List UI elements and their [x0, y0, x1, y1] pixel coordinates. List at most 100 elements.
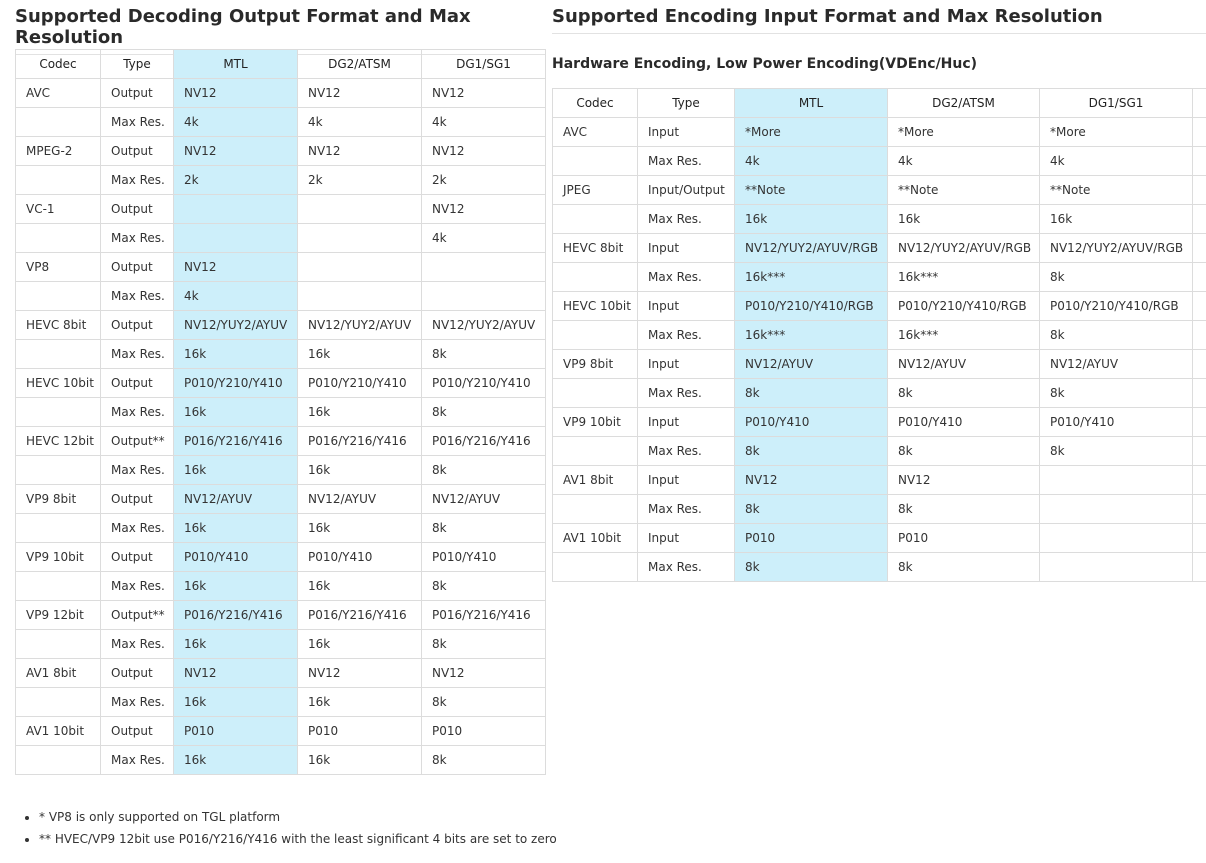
cell — [297, 194, 422, 224]
header-row: Codec Type MTL DG2/ATSM DG1/SG1 — [552, 88, 1206, 118]
cell: NV12 — [421, 78, 546, 108]
cell: Input — [637, 407, 735, 437]
encode-subtitle: Hardware Encoding, Low Power Encoding(VD… — [552, 56, 978, 72]
cell: NV12/AYUV — [173, 484, 298, 514]
cell: NV12 — [173, 136, 298, 166]
cell: 8k — [421, 687, 546, 717]
row: Max Res. 8k 8k 8k — [552, 436, 1206, 466]
row: VP9 12bit Output** P016/Y216/Y416 P016/Y216… — [15, 600, 546, 630]
cell — [1039, 494, 1193, 524]
row: Max Res. 16k 16k 16k — [552, 204, 1206, 234]
cell: NV12 — [421, 194, 546, 224]
cell: VP9 10bit — [15, 542, 101, 572]
note: ** HVEC/VP9 12bit use P016/Y216/Y416 wit… — [39, 828, 557, 850]
cell: Max Res. — [100, 687, 174, 717]
header-cell: MTL — [173, 49, 298, 79]
cell: 16k — [173, 397, 298, 427]
cell: HEVC 8bit — [15, 310, 101, 340]
cell — [1192, 204, 1206, 234]
cell: P010 — [173, 716, 298, 746]
cell: HEVC 10bit — [552, 291, 638, 321]
cell: P010/Y210/Y410/RGB — [1039, 291, 1193, 321]
cell: 4k — [1039, 146, 1193, 176]
cell: Max Res. — [100, 513, 174, 543]
cell: 16k — [173, 455, 298, 485]
cell: Output — [100, 658, 174, 688]
cell — [1192, 494, 1206, 524]
cell: AV1 8bit — [552, 465, 638, 495]
cell: P010/Y210/Y410 — [421, 368, 546, 398]
row: Max Res. 16k 16k 8k — [15, 629, 546, 659]
cell: Input — [637, 349, 735, 379]
notes: * VP8 is only supported on TGL platform … — [15, 806, 557, 850]
cell: 8k — [1039, 378, 1193, 408]
note: * VP8 is only supported on TGL platform — [39, 806, 557, 828]
cell: 8k — [1039, 262, 1193, 292]
cell: 8k — [887, 494, 1040, 524]
cell: 16k — [734, 204, 888, 234]
header-cell: DG2/ATSM — [297, 49, 422, 79]
cell: P016/Y216/Y416 — [173, 426, 298, 456]
header-cell: DG2/ATSM — [887, 88, 1040, 118]
cell: Max Res. — [637, 494, 735, 524]
cell: 4k — [173, 281, 298, 311]
cell: NV12 — [173, 252, 298, 282]
cell: Max Res. — [637, 436, 735, 466]
cell: Output — [100, 368, 174, 398]
cell: 8k — [1039, 436, 1193, 466]
cell: P010/Y410 — [297, 542, 422, 572]
cell: Output — [100, 194, 174, 224]
cell: 16k — [173, 629, 298, 659]
cell: Max Res. — [100, 339, 174, 369]
cell: 8k — [734, 378, 888, 408]
cell: P010/Y410 — [734, 407, 888, 437]
cell: **Note — [734, 175, 888, 205]
cell: NV12 — [421, 136, 546, 166]
cell: Input — [637, 233, 735, 263]
cell: Max Res. — [100, 107, 174, 137]
cell: 16k — [297, 397, 422, 427]
cell: Max Res. — [100, 745, 174, 775]
cell: NV12/AYUV — [421, 484, 546, 514]
cell: P010 — [887, 523, 1040, 553]
cell — [15, 281, 101, 311]
cell: 16k — [297, 513, 422, 543]
cell: Max Res. — [100, 455, 174, 485]
cell: 2k — [297, 165, 422, 195]
cell: Max Res. — [637, 262, 735, 292]
row: VP9 8bit Output NV12/AYUV NV12/AYUV NV12/AYU… — [15, 484, 546, 514]
cell — [552, 494, 638, 524]
cell: Output** — [100, 600, 174, 630]
row: Max Res. 4k — [15, 281, 546, 311]
cell: Output — [100, 310, 174, 340]
cell: NV12 — [887, 465, 1040, 495]
cell: 16k — [297, 571, 422, 601]
cell — [297, 252, 422, 282]
cell — [1192, 146, 1206, 176]
cell — [15, 687, 101, 717]
row: Max Res. 4k — [15, 223, 546, 253]
row: Max Res. 4k 4k 4k — [552, 146, 1206, 176]
cell: Max Res. — [100, 397, 174, 427]
cell: AV1 10bit — [15, 716, 101, 746]
cell — [552, 262, 638, 292]
cell: 16k — [173, 513, 298, 543]
cell: VC-1 — [15, 194, 101, 224]
cell: 8k — [887, 552, 1040, 582]
cell: HEVC 12bit — [15, 426, 101, 456]
row: VP9 10bit Input P010/Y410 P010/Y410 P010/Y41… — [552, 407, 1206, 437]
header-cell: Type — [637, 88, 735, 118]
cell: P010 — [734, 523, 888, 553]
header-cell: Codec — [552, 88, 638, 118]
cell: 16k — [297, 455, 422, 485]
cell: P016/Y216/Y416 — [421, 600, 546, 630]
row: HEVC 10bit Output P010/Y210/Y410 P010/Y210/… — [15, 368, 546, 398]
row: AVC Input *More *More *More — [552, 117, 1206, 147]
header-cell: Type — [100, 49, 174, 79]
cell: 16k — [297, 687, 422, 717]
cell: 4k — [887, 146, 1040, 176]
header-cell: DG1/SG1 — [1039, 88, 1193, 118]
cell: NV12/YUY2/AYUV/RGB — [887, 233, 1040, 263]
cell: AVC — [552, 117, 638, 147]
